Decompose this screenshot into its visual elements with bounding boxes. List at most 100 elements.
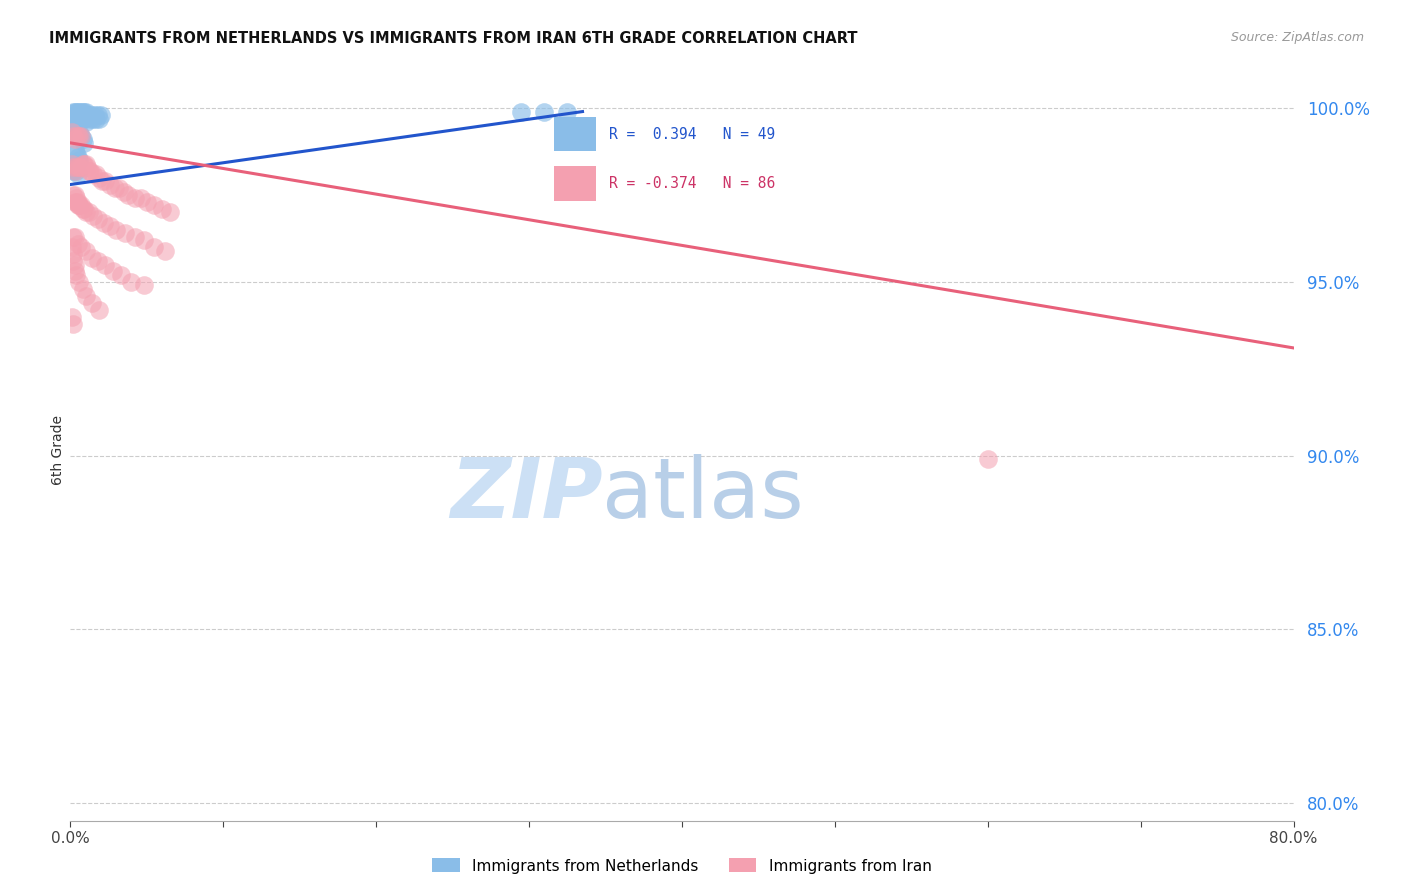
Point — [69, 128, 91, 143]
Point — [132, 233, 155, 247]
Point — [89, 170, 111, 185]
Text: ZIP: ZIP — [450, 454, 602, 535]
Point — [80, 295, 103, 310]
Point — [66, 104, 89, 119]
Point — [60, 240, 83, 254]
Point — [105, 223, 128, 237]
Point — [62, 104, 84, 119]
Point — [75, 244, 97, 258]
Point — [66, 115, 89, 129]
Point — [83, 108, 105, 122]
Point — [73, 112, 96, 126]
Point — [66, 160, 89, 174]
Point — [63, 188, 86, 202]
Point — [77, 163, 100, 178]
Point — [89, 302, 111, 317]
Point — [114, 226, 136, 240]
Point — [121, 275, 143, 289]
Point — [110, 268, 132, 282]
Point — [73, 157, 96, 171]
Point — [65, 125, 87, 139]
Legend: Immigrants from Netherlands, Immigrants from Iran: Immigrants from Netherlands, Immigrants … — [426, 853, 938, 880]
Point — [63, 122, 86, 136]
Point — [70, 198, 93, 212]
Point — [70, 128, 93, 143]
Point — [69, 198, 91, 212]
Point — [82, 167, 104, 181]
Point — [69, 198, 91, 212]
Point — [82, 209, 104, 223]
Point — [117, 188, 139, 202]
Point — [87, 212, 110, 227]
Point — [76, 160, 98, 174]
Point — [112, 185, 135, 199]
Point — [75, 289, 97, 303]
Point — [72, 104, 94, 119]
Point — [94, 174, 117, 188]
Point — [75, 104, 97, 119]
Point — [79, 112, 101, 126]
Point — [69, 104, 91, 119]
Point — [124, 191, 146, 205]
Point — [60, 125, 83, 139]
Point — [84, 167, 107, 181]
Text: Source: ZipAtlas.com: Source: ZipAtlas.com — [1230, 31, 1364, 45]
Point — [65, 108, 87, 122]
Point — [977, 452, 1000, 467]
Point — [98, 178, 121, 192]
Point — [70, 128, 93, 143]
Point — [73, 104, 96, 119]
Point — [77, 108, 100, 122]
Point — [510, 104, 533, 119]
Point — [63, 163, 86, 178]
Point — [63, 229, 86, 244]
Point — [98, 219, 121, 234]
Point — [63, 264, 86, 278]
Point — [66, 108, 89, 122]
Point — [72, 132, 94, 146]
Point — [66, 194, 89, 209]
Point — [65, 191, 87, 205]
Point — [62, 254, 84, 268]
Point — [101, 264, 124, 278]
Point — [66, 128, 89, 143]
Point — [80, 108, 103, 122]
Point — [69, 275, 91, 289]
Text: IMMIGRANTS FROM NETHERLANDS VS IMMIGRANTS FROM IRAN 6TH GRADE CORRELATION CHART: IMMIGRANTS FROM NETHERLANDS VS IMMIGRANT… — [49, 31, 858, 46]
Point — [62, 229, 84, 244]
Point — [62, 247, 84, 261]
Point — [69, 125, 91, 139]
Point — [66, 128, 89, 143]
Point — [65, 194, 87, 209]
Point — [63, 258, 86, 272]
Point — [65, 268, 87, 282]
Point — [62, 188, 84, 202]
Point — [79, 163, 101, 178]
Point — [80, 251, 103, 265]
Point — [62, 157, 84, 171]
Point — [63, 112, 86, 126]
Point — [89, 112, 111, 126]
Point — [62, 160, 84, 174]
Point — [132, 278, 155, 293]
Point — [129, 191, 152, 205]
Point — [65, 146, 87, 161]
Point — [70, 104, 93, 119]
Point — [63, 160, 86, 174]
Point — [66, 150, 89, 164]
Point — [73, 136, 96, 150]
Point — [66, 198, 89, 212]
Point — [65, 104, 87, 119]
Point — [72, 202, 94, 216]
Point — [87, 108, 110, 122]
Point — [150, 202, 173, 216]
Point — [159, 205, 181, 219]
Point — [108, 181, 131, 195]
Point — [66, 167, 89, 181]
Point — [60, 157, 83, 171]
Point — [124, 229, 146, 244]
Point — [76, 108, 98, 122]
Point — [63, 143, 86, 157]
Point — [70, 240, 93, 254]
Point — [73, 202, 96, 216]
